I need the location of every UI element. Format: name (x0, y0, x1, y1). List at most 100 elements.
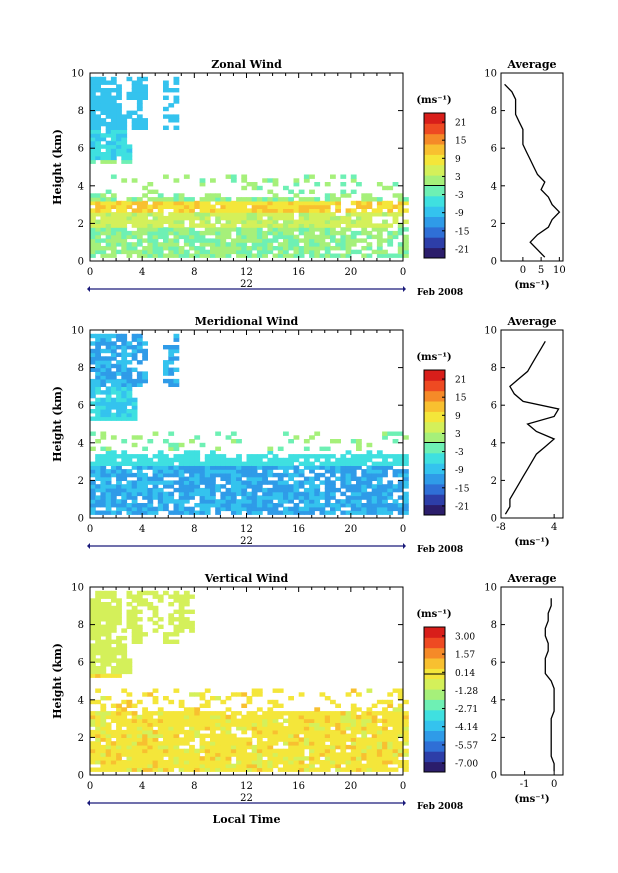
heatmap-cell (110, 76, 117, 82)
heatmap-cell (152, 487, 159, 493)
heatmap-cell (178, 234, 185, 240)
heatmap-cell (314, 744, 321, 750)
heatmap-cell (152, 238, 159, 243)
heatmap-cell (387, 711, 394, 716)
heatmap-cell (90, 133, 96, 138)
heatmap-cell (319, 760, 326, 765)
heatmap-cell (121, 129, 128, 134)
heatmap-cell (136, 590, 143, 596)
heatmap-cell (105, 125, 112, 130)
heatmap-cell (157, 469, 164, 474)
heatmap-cell (225, 756, 232, 761)
heatmap-cell (90, 416, 96, 421)
heatmap-cell (220, 246, 227, 251)
heatmap-cell (350, 249, 357, 255)
heatmap-cell (256, 737, 263, 742)
heatmap-cell (303, 230, 310, 236)
heatmap-cell (345, 510, 352, 515)
heatmap-cell (183, 487, 190, 493)
colorbar-tick-label: -5.57 (455, 741, 478, 751)
heatmap-cell (199, 748, 206, 754)
heatmap-cell (335, 215, 341, 221)
heatmap-cell (131, 465, 138, 470)
heatmap-cell (256, 763, 263, 769)
heatmap-cell (298, 238, 305, 243)
heatmap-cell (376, 208, 383, 213)
heatmap-cell (116, 378, 122, 384)
heatmap-cell (210, 197, 216, 202)
heatmap-cell (403, 476, 409, 481)
heatmap-cell (163, 363, 169, 369)
heatmap-cell (382, 472, 388, 478)
heatmap-cell (356, 442, 362, 448)
colorbar-segment (424, 401, 445, 412)
heatmap-cell (142, 212, 148, 217)
heatmap-cell (183, 718, 190, 723)
heatmap-cell (110, 639, 117, 644)
heatmap-cell (95, 246, 101, 251)
heatmap-cell (382, 506, 388, 512)
heatmap-cell (136, 733, 143, 738)
heatmap-cell (105, 594, 112, 599)
heatmap-cell (95, 144, 101, 149)
heatmap-cell (168, 617, 175, 622)
heatmap-cell (251, 491, 258, 497)
heatmap-cell (230, 204, 237, 209)
heatmap-cell (116, 352, 122, 357)
heatmap-cell (215, 208, 221, 213)
y-tick-label: 4 (78, 181, 84, 192)
heatmap-cell (376, 227, 383, 232)
heatmap-cell (403, 469, 409, 474)
heatmap-cell (241, 215, 248, 221)
heatmap-cell (95, 760, 101, 765)
heatmap-cell (90, 613, 96, 618)
heatmap-cell (330, 439, 336, 444)
heatmap-cell (173, 688, 180, 693)
heatmap-cell (225, 722, 232, 727)
heatmap-cell (371, 212, 378, 217)
heatmap-cell (131, 401, 138, 406)
heatmap-cell (324, 763, 331, 769)
heatmap-cell (131, 382, 138, 387)
heatmap-cell (105, 487, 112, 493)
heatmap-cell (121, 333, 128, 339)
heatmap-cell (314, 431, 321, 436)
heatmap-cell (157, 197, 164, 202)
heatmap-cell (189, 620, 195, 626)
heatmap-cell (309, 480, 315, 485)
heatmap-cell (246, 230, 253, 236)
heatmap-cell (293, 726, 300, 731)
heatmap-cell (309, 726, 315, 731)
heatmap-cell (116, 752, 122, 757)
heatmap-cell (241, 692, 248, 697)
heatmap-cell (256, 242, 263, 247)
heatmap-cell (220, 242, 227, 247)
heatmap-cell (105, 230, 112, 236)
heatmap-cell (110, 212, 117, 217)
heatmap-cell (283, 718, 289, 723)
heatmap-cell (173, 337, 180, 342)
heatmap-cell (147, 238, 154, 243)
heatmap-cell (215, 431, 221, 436)
heatmap-cell (256, 756, 263, 761)
heatmap-cell (376, 495, 383, 500)
heatmap-cell (392, 748, 399, 754)
heatmap-cell (361, 454, 368, 459)
heatmap-cell (126, 219, 133, 224)
heatmap-cell (303, 506, 310, 512)
colorbar: (ms⁻¹)3.001.570.14-1.28-2.71-4.14-5.57-7… (416, 609, 478, 773)
y-tick-label: 2 (78, 733, 84, 744)
heatmap-cell (204, 760, 211, 765)
heatmap-cell (314, 476, 321, 481)
heatmap-cell (147, 457, 154, 463)
heatmap-cell (340, 476, 347, 481)
heatmap-cell (345, 722, 352, 727)
heatmap-cell (251, 756, 258, 761)
heatmap-cell (121, 741, 128, 746)
heatmap-cell (95, 412, 101, 418)
heatmap-cell (110, 711, 117, 716)
heatmap-cell (110, 450, 117, 455)
heatmap-cell (236, 215, 242, 221)
heatmap-cell (376, 499, 383, 504)
heatmap-cell (152, 454, 159, 459)
